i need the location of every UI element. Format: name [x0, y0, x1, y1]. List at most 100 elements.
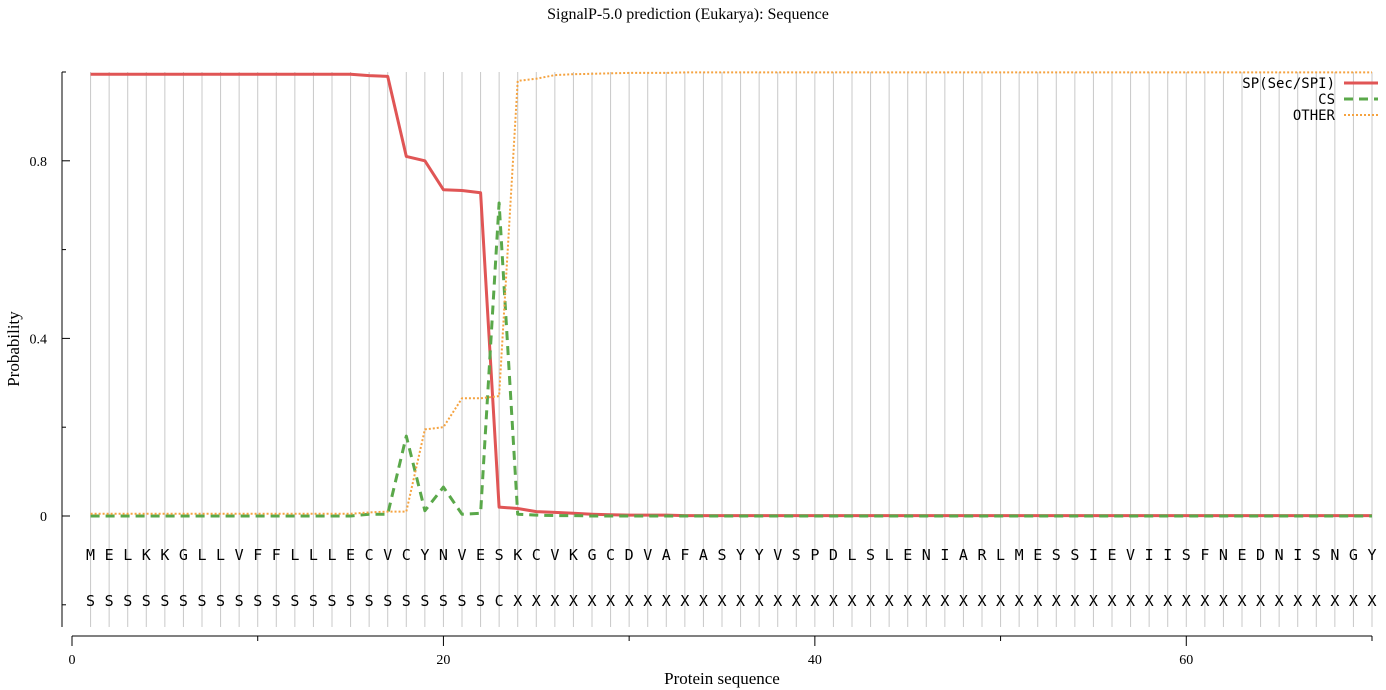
annotation-letter: X	[1293, 592, 1302, 610]
residue-letter: I	[1089, 546, 1098, 564]
annotation-letter: X	[1256, 592, 1265, 610]
residue-letter: L	[847, 546, 856, 564]
residue-letter: L	[309, 546, 318, 564]
annotation-letter: S	[272, 592, 281, 610]
annotation-letter: X	[550, 592, 559, 610]
annotation-letter: S	[179, 592, 188, 610]
annotation-letter: X	[1330, 592, 1339, 610]
residue-letter: S	[1182, 546, 1191, 564]
annotation-letter: X	[1015, 592, 1024, 610]
x-tick-label: 60	[1179, 653, 1193, 668]
annotation-letter: S	[123, 592, 132, 610]
residue-letter: I	[940, 546, 949, 564]
chart-title: SignalP-5.0 prediction (Eukarya): Sequen…	[547, 6, 829, 23]
residue-letter: M	[86, 546, 95, 564]
annotation-letter: X	[885, 592, 894, 610]
residue-letter: F	[253, 546, 262, 564]
residue-letter: M	[1015, 546, 1024, 564]
residue-letter: S	[495, 546, 504, 564]
residue-letter: P	[810, 546, 819, 564]
annotation-letter: X	[903, 592, 912, 610]
annotation-letter: X	[847, 592, 856, 610]
annotation-letter: X	[810, 592, 819, 610]
residue-letter: V	[773, 546, 782, 564]
residue-letter: E	[1033, 546, 1042, 564]
residue-letter: R	[977, 546, 987, 564]
residue-letter: C	[532, 546, 541, 564]
residue-letter: E	[105, 546, 114, 564]
annotation-letter: X	[829, 592, 838, 610]
annotation-letter: S	[197, 592, 206, 610]
annotation-letter: X	[680, 592, 689, 610]
annotation-letter: X	[773, 592, 782, 610]
residue-letter: E	[1107, 546, 1116, 564]
annotation-letter: S	[439, 592, 448, 610]
residue-letter: S	[866, 546, 875, 564]
annotation-letter: X	[1070, 592, 1079, 610]
annotation-letter: S	[253, 592, 262, 610]
residue-letter: L	[327, 546, 336, 564]
residue-letter: I	[1163, 546, 1172, 564]
x-tick-label: 0	[69, 653, 76, 668]
residue-letter: D	[625, 546, 634, 564]
annotation-letter: X	[1182, 592, 1191, 610]
annotation-letter: S	[105, 592, 114, 610]
annotation-letter: X	[699, 592, 708, 610]
legend-label: OTHER	[1293, 108, 1336, 124]
residue-letter: S	[1070, 546, 1079, 564]
annotation-letter: X	[625, 592, 634, 610]
residue-letter: N	[922, 546, 931, 564]
residue-letter: K	[513, 546, 522, 564]
annotation-letter: X	[513, 592, 522, 610]
residue-letter: A	[662, 546, 671, 564]
residue-letter: S	[792, 546, 801, 564]
residue-letter: N	[1275, 546, 1284, 564]
annotation-letter: X	[1052, 592, 1061, 610]
residue-letter: A	[959, 546, 968, 564]
annotation-letter: X	[717, 592, 726, 610]
legend-label: CS	[1318, 92, 1335, 108]
annotation-letter: X	[643, 592, 652, 610]
residue-letter: F	[272, 546, 281, 564]
annotation-letter: S	[142, 592, 151, 610]
annotation-letter: X	[755, 592, 764, 610]
y-tick-label: 0.4	[30, 332, 48, 347]
annotation-letter: C	[495, 592, 504, 610]
residue-letter: V	[383, 546, 392, 564]
residue-letter: E	[903, 546, 912, 564]
annotation-letter: X	[1200, 592, 1209, 610]
y-tick-label: 0.8	[30, 155, 48, 170]
series-layer	[90, 71, 1372, 518]
residue-letter: N	[1330, 546, 1339, 564]
residue-letter: L	[123, 546, 132, 564]
annotation-letter: X	[662, 592, 671, 610]
residue-letter: F	[680, 546, 689, 564]
annotation-letter: X	[940, 592, 949, 610]
x-tick-label: 40	[808, 653, 822, 668]
annotation-letter: S	[327, 592, 336, 610]
annotation-letter: S	[402, 592, 411, 610]
annotation-letter: X	[1145, 592, 1154, 610]
annotation-letter: X	[1367, 592, 1376, 610]
residue-letter: Y	[1367, 546, 1376, 564]
residue-letter: K	[160, 546, 169, 564]
annotation-letter: S	[235, 592, 244, 610]
residue-letter: D	[829, 546, 838, 564]
residue-letter: E	[1237, 546, 1246, 564]
annotation-letter: S	[365, 592, 374, 610]
residue-letter: V	[643, 546, 652, 564]
annotation-letter: S	[290, 592, 299, 610]
annotation-letter: X	[736, 592, 745, 610]
annotation-letter: X	[532, 592, 541, 610]
annotation-letter: X	[1163, 592, 1172, 610]
grid-layer	[90, 72, 1373, 627]
annotation-letter: X	[792, 592, 801, 610]
residue-letter: G	[179, 546, 188, 564]
residue-letter: S	[1312, 546, 1321, 564]
annotation-letter: S	[457, 592, 466, 610]
residue-letter: V	[235, 546, 244, 564]
residue-letter: S	[717, 546, 726, 564]
annotation-letter: X	[1107, 592, 1116, 610]
residue-letter: Y	[420, 546, 429, 564]
